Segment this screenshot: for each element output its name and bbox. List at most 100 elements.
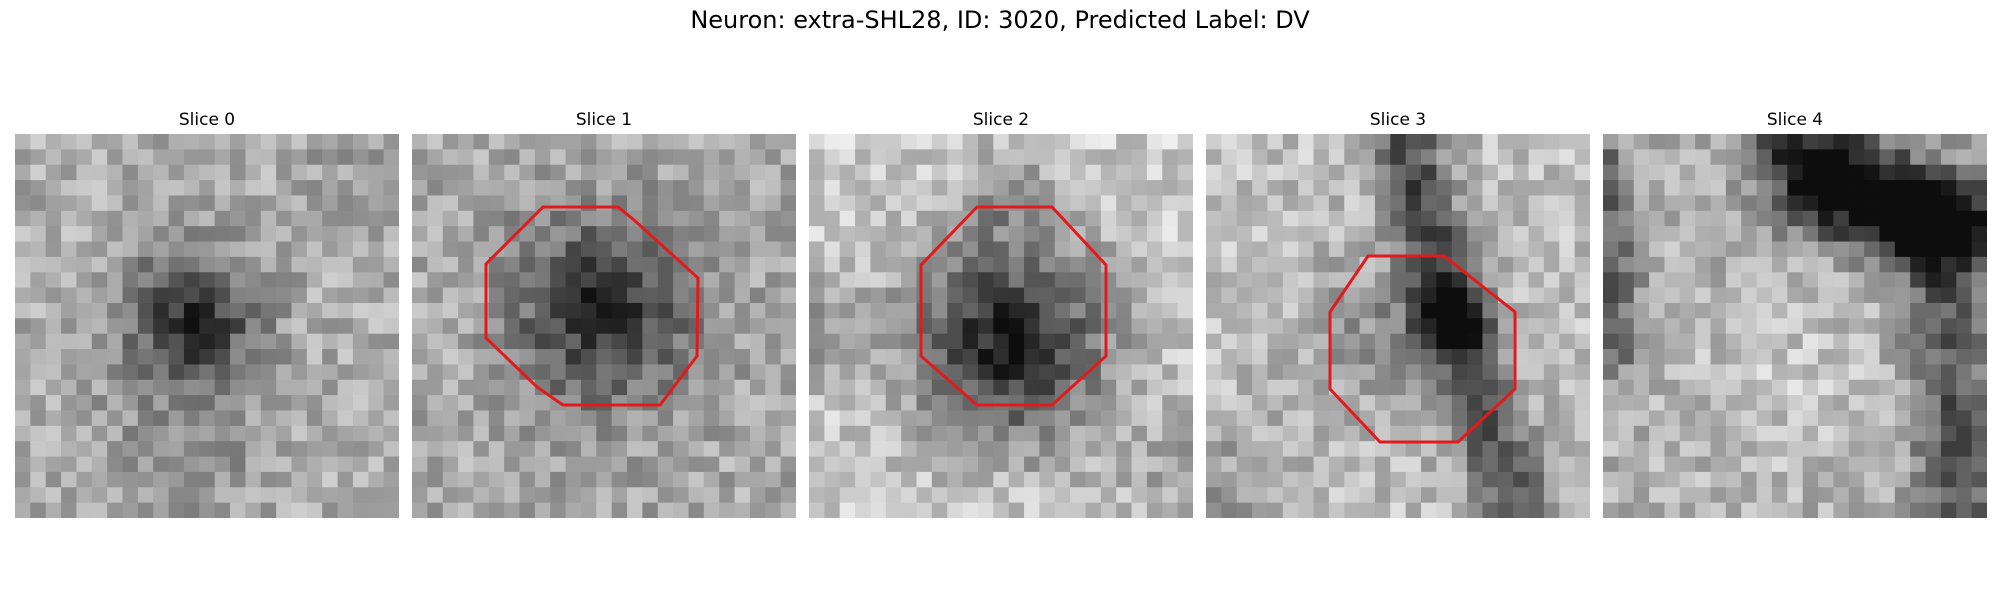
pixel xyxy=(1405,425,1422,442)
pixel xyxy=(1649,349,1666,365)
pixel xyxy=(1971,134,1987,150)
pixel xyxy=(30,164,47,181)
pixel xyxy=(931,287,948,304)
pixel xyxy=(1741,272,1758,289)
pixel xyxy=(765,149,782,166)
pixel xyxy=(1710,226,1727,243)
pixel xyxy=(1252,287,1269,304)
pixel xyxy=(780,256,796,273)
pixel xyxy=(550,364,567,381)
pixel xyxy=(1787,425,1804,442)
pixel xyxy=(657,210,674,227)
pixel xyxy=(1177,134,1193,150)
pixel xyxy=(580,318,597,335)
pixel xyxy=(1390,180,1407,197)
pixel xyxy=(809,226,825,243)
pixel xyxy=(627,410,643,427)
pixel xyxy=(855,272,872,289)
pixel xyxy=(1771,502,1788,518)
pixel xyxy=(519,180,536,197)
pixel xyxy=(673,226,690,243)
pixel xyxy=(153,195,170,212)
pixel xyxy=(1756,134,1773,150)
pixel xyxy=(1543,441,1560,458)
pixel xyxy=(1482,287,1499,304)
pixel xyxy=(1894,195,1911,212)
pixel xyxy=(1940,425,1957,442)
pixel xyxy=(1100,318,1117,335)
pixel xyxy=(1436,272,1453,289)
pixel xyxy=(1695,149,1712,166)
pixel xyxy=(611,471,628,488)
pixel xyxy=(916,241,933,258)
pixel xyxy=(230,379,246,396)
pixel xyxy=(245,210,262,227)
pixel xyxy=(1221,180,1238,197)
pixel xyxy=(1236,226,1253,243)
pixel xyxy=(1741,195,1758,212)
pixel xyxy=(1695,441,1712,458)
pixel xyxy=(1925,149,1942,166)
pixel xyxy=(504,395,521,412)
pixel xyxy=(947,256,964,273)
pixel xyxy=(1100,410,1117,427)
pixel xyxy=(230,272,246,289)
pixel xyxy=(719,256,736,273)
pixel xyxy=(15,256,31,273)
pixel xyxy=(1513,364,1530,381)
pixel xyxy=(1421,441,1437,458)
pixel xyxy=(1971,349,1987,365)
pixel xyxy=(291,195,308,212)
pixel xyxy=(1328,134,1345,150)
pixel xyxy=(1543,256,1560,273)
pixel xyxy=(534,425,551,442)
pixel xyxy=(458,425,475,442)
pixel xyxy=(627,287,643,304)
pixel xyxy=(1390,441,1407,458)
pixel xyxy=(780,456,796,473)
slice-panel-2: Slice 2 xyxy=(809,110,1193,518)
pixel xyxy=(519,456,536,473)
pixel xyxy=(1543,318,1560,335)
pixel xyxy=(1405,487,1422,504)
pixel xyxy=(322,241,339,258)
pixel xyxy=(1894,364,1911,381)
pixel xyxy=(1131,180,1148,197)
pixel xyxy=(1070,395,1087,412)
pixel xyxy=(1956,210,1973,227)
pixel xyxy=(901,410,918,427)
pixel xyxy=(931,425,948,442)
pixel xyxy=(1344,241,1361,258)
pixel xyxy=(1282,333,1299,350)
pixel xyxy=(45,471,62,488)
pixel xyxy=(1649,256,1666,273)
pixel xyxy=(1649,441,1666,458)
pixel xyxy=(137,149,154,166)
pixel xyxy=(550,318,567,335)
pixel xyxy=(1787,210,1804,227)
pixel xyxy=(1603,226,1619,243)
pixel xyxy=(1252,349,1269,365)
pixel xyxy=(611,164,628,181)
pixel xyxy=(839,241,856,258)
pixel xyxy=(1879,241,1896,258)
pixel xyxy=(1024,149,1040,166)
pixel xyxy=(1267,287,1284,304)
pixel xyxy=(1910,410,1927,427)
pixel xyxy=(1374,456,1391,473)
pixel xyxy=(442,180,459,197)
pixel xyxy=(168,226,185,243)
pixel xyxy=(1879,256,1896,273)
pixel xyxy=(15,502,31,518)
pixel xyxy=(1359,456,1376,473)
pixel xyxy=(1221,210,1238,227)
pixel xyxy=(1741,226,1758,243)
pixel xyxy=(276,149,293,166)
pixel xyxy=(519,395,536,412)
pixel xyxy=(565,134,582,150)
pixel xyxy=(1543,210,1560,227)
pixel xyxy=(412,364,428,381)
pixel xyxy=(1910,210,1927,227)
pixel xyxy=(749,318,766,335)
pixel xyxy=(1024,379,1040,396)
